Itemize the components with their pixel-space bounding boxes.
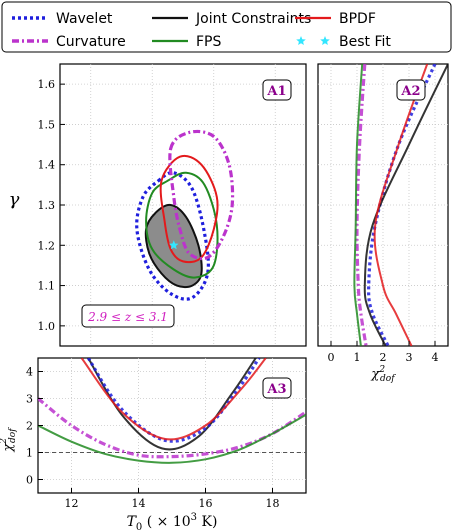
panel-a1-yticks: 1.0 1.1 1.2 1.3 1.4 1.5 1.6 bbox=[38, 78, 65, 333]
legend-label-bpdf: BPDF bbox=[339, 11, 376, 27]
panel-a1: 1.0 1.1 1.2 1.3 1.4 1.5 1.6 γ A1 2.9 ≤ z ≤ 3.1 bbox=[9, 63, 307, 347]
y-tick-label: 1 bbox=[26, 447, 33, 460]
contour-bpdf bbox=[159, 154, 219, 264]
legend-star-icon bbox=[296, 36, 306, 45]
y-tick-label: 1.5 bbox=[38, 118, 56, 131]
contour-fps bbox=[145, 171, 219, 279]
panel-a2: 0 1 2 3 4 A2 χ2 dof bbox=[317, 63, 449, 384]
x-tick-label: 18 bbox=[266, 497, 280, 510]
a2-line-curvature bbox=[355, 64, 368, 346]
panel-a2-label: A2 bbox=[400, 84, 420, 99]
x-tick-label: 4 bbox=[432, 351, 439, 364]
a2-line-fps bbox=[353, 64, 364, 346]
a2-line-bpdf bbox=[373, 64, 429, 346]
redshift-annotation: 2.9 ≤ z ≤ 3.1 bbox=[87, 310, 168, 324]
legend-label-best-fit: Best Fit bbox=[339, 34, 391, 50]
y-tick-label: 0 bbox=[26, 474, 33, 487]
legend-star-icon bbox=[320, 36, 330, 45]
panel-a2-xticks: 0 1 2 3 4 bbox=[328, 341, 439, 364]
a3-line-fps bbox=[38, 413, 306, 464]
redshift-badge bbox=[81, 304, 175, 328]
panel-a2-badge bbox=[396, 79, 426, 101]
legend-label-curvature: Curvature bbox=[56, 34, 126, 50]
panel-a1-contours bbox=[135, 129, 235, 301]
y-tick-label: 1.3 bbox=[38, 199, 56, 212]
panel-a1-badge bbox=[262, 79, 292, 101]
x-tick-label: 3 bbox=[406, 351, 413, 364]
panel-a2-lines bbox=[353, 64, 448, 346]
x-tick-label: 1 bbox=[354, 351, 361, 364]
panel-a2-xlabel: χ2 dof bbox=[370, 365, 396, 384]
y-tick-label: 4 bbox=[26, 366, 33, 379]
x-tick-label: 2 bbox=[380, 351, 387, 364]
legend-label-joint-constraints: Joint Constraints bbox=[195, 11, 311, 27]
y-tick-label: 1.2 bbox=[38, 239, 56, 252]
panel-a3-badge bbox=[262, 377, 292, 399]
legend-label-wavelet: Wavelet bbox=[56, 11, 113, 27]
panel-a3-xticks: 12 14 16 18 bbox=[65, 488, 280, 510]
panel-a3-label: A3 bbox=[266, 382, 286, 397]
y-tick-label: 3 bbox=[26, 393, 33, 406]
x-tick-label: 16 bbox=[199, 497, 213, 510]
legend-label-fps: FPS bbox=[196, 34, 221, 50]
panel-a3-ylabel: χ2dof bbox=[0, 427, 18, 453]
x-tick-label: 0 bbox=[328, 351, 335, 364]
panel-a3-xlabel: T0 ( × 103 K) bbox=[127, 512, 218, 531]
y-tick-label: 1.1 bbox=[38, 280, 56, 293]
y-tick-label: 1.0 bbox=[38, 320, 56, 333]
panel-a1-ylabel: γ bbox=[9, 189, 20, 210]
legend-frame bbox=[1, 1, 452, 53]
a3-line-wavelet bbox=[86, 358, 261, 443]
x-tick-label: 12 bbox=[65, 497, 79, 510]
legend: Wavelet Curvature Joint Constraints FPS BPDF… bbox=[1, 1, 452, 53]
y-tick-label: 1.4 bbox=[38, 159, 56, 172]
best-fit-star-icon bbox=[169, 240, 179, 250]
a2-line-joint-constraints bbox=[363, 64, 448, 346]
panel-a3-frame bbox=[37, 357, 307, 494]
panel-a3-lines bbox=[38, 358, 306, 464]
y-tick-label: 1.6 bbox=[38, 78, 56, 91]
a3-line-bpdf bbox=[80, 358, 267, 441]
y-tick-label: 2 bbox=[26, 420, 33, 433]
x-tick-label: 14 bbox=[132, 497, 146, 510]
panel-a1-label: A1 bbox=[266, 84, 286, 99]
panel-a3-yticks: 0 1 2 3 4 bbox=[26, 366, 43, 487]
